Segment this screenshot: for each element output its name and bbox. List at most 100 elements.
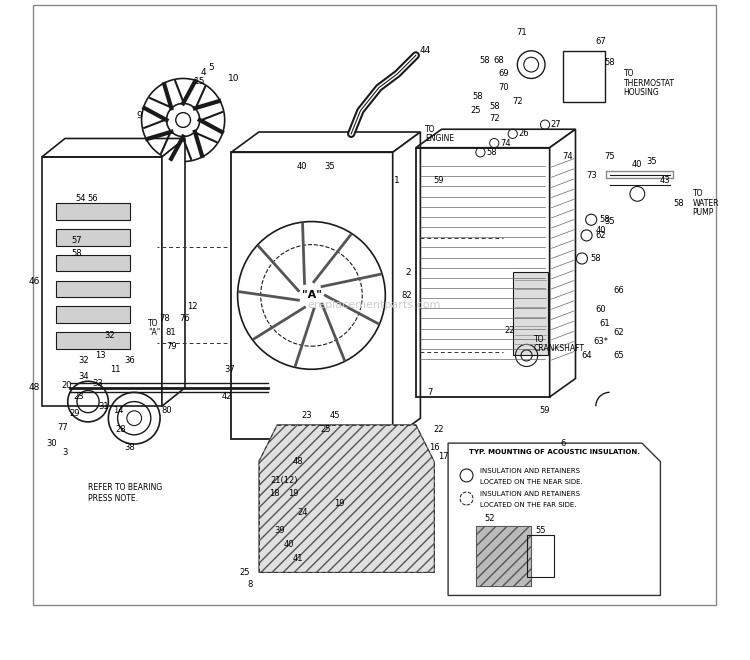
Polygon shape [448, 443, 661, 595]
Text: 1: 1 [394, 176, 400, 185]
Text: 16: 16 [429, 444, 439, 452]
Text: PRESS NOTE.: PRESS NOTE. [88, 494, 138, 503]
Text: 80: 80 [161, 407, 172, 415]
Text: 72: 72 [489, 114, 500, 123]
Text: 70: 70 [498, 83, 508, 92]
Text: 4: 4 [201, 67, 206, 77]
Text: 34: 34 [78, 372, 88, 381]
Text: TO: TO [534, 335, 544, 345]
Text: 58: 58 [472, 92, 483, 102]
Text: 58: 58 [604, 58, 615, 67]
Text: THERMOSTAT: THERMOSTAT [623, 79, 674, 88]
Text: 35: 35 [604, 217, 615, 226]
Text: TO: TO [425, 125, 436, 134]
Text: 5: 5 [208, 63, 214, 72]
Text: 54: 54 [76, 194, 86, 203]
Bar [56, 280, 130, 297]
Text: 28: 28 [115, 425, 126, 434]
Text: 63*: 63* [593, 337, 608, 346]
Text: 14: 14 [113, 407, 124, 415]
Text: 75: 75 [604, 152, 615, 162]
Text: ENGINE: ENGINE [425, 134, 454, 143]
Text: LOCATED ON THE FAR SIDE.: LOCATED ON THE FAR SIDE. [481, 502, 577, 508]
Text: 67: 67 [595, 37, 606, 46]
Text: 25: 25 [320, 425, 331, 434]
Bar [56, 333, 130, 349]
Text: 25: 25 [240, 568, 250, 577]
Text: "A": "A" [148, 328, 160, 337]
Text: 58: 58 [674, 199, 684, 208]
Text: 62: 62 [595, 231, 606, 240]
Text: 25: 25 [470, 106, 481, 116]
Text: CRANKSHAFT: CRANKSHAFT [534, 345, 585, 354]
Text: 35: 35 [646, 157, 656, 166]
Text: TO: TO [693, 189, 703, 199]
Text: 77: 77 [58, 423, 68, 432]
Text: 76: 76 [179, 314, 190, 323]
Text: 59: 59 [540, 407, 550, 415]
Bar [56, 255, 130, 271]
Text: 9: 9 [136, 111, 142, 120]
Text: 58: 58 [72, 249, 82, 258]
Text: 61: 61 [600, 319, 610, 327]
Text: PUMP: PUMP [693, 208, 714, 217]
Bar [42, 157, 162, 406]
Text: HOUSING: HOUSING [623, 88, 659, 97]
Text: 40: 40 [297, 162, 307, 171]
Text: 78: 78 [159, 314, 170, 323]
Text: 8: 8 [247, 580, 252, 589]
Text: 79: 79 [166, 342, 176, 350]
Text: 48: 48 [28, 383, 40, 392]
Text: 66: 66 [614, 286, 624, 295]
Polygon shape [162, 139, 185, 406]
Text: 23: 23 [302, 411, 312, 420]
Text: 31: 31 [98, 402, 109, 411]
Text: 40: 40 [596, 226, 606, 236]
Text: 60: 60 [595, 305, 606, 314]
Text: REFER TO BEARING: REFER TO BEARING [88, 483, 162, 492]
Text: 13: 13 [94, 351, 105, 360]
Text: 19: 19 [334, 499, 344, 508]
Text: 69: 69 [498, 69, 508, 79]
Text: 20: 20 [62, 381, 72, 390]
Text: 64: 64 [581, 351, 592, 360]
Text: 45: 45 [329, 411, 340, 420]
Text: 22: 22 [433, 425, 444, 434]
Text: 44: 44 [419, 46, 430, 55]
Text: 40: 40 [632, 160, 643, 169]
Text: 36: 36 [124, 356, 135, 364]
Text: 22: 22 [505, 326, 515, 335]
Text: 39: 39 [274, 526, 284, 535]
Text: INSULATION AND RETAINERS: INSULATION AND RETAINERS [481, 468, 580, 474]
Text: 10: 10 [228, 74, 240, 83]
Text: 32: 32 [78, 356, 88, 364]
Polygon shape [393, 132, 421, 438]
Text: LOCATED ON THE NEAR SIDE.: LOCATED ON THE NEAR SIDE. [481, 479, 584, 485]
Text: 82: 82 [401, 291, 412, 300]
Text: 17: 17 [438, 453, 448, 461]
Text: 81: 81 [166, 328, 176, 337]
Text: WATER: WATER [693, 199, 719, 208]
Text: 58: 58 [600, 215, 610, 224]
Text: 57: 57 [72, 236, 82, 244]
Text: 58: 58 [489, 102, 500, 111]
Text: 56: 56 [87, 194, 98, 203]
Text: 68: 68 [494, 55, 504, 65]
Text: 58: 58 [480, 55, 490, 65]
Text: 26: 26 [518, 129, 529, 139]
Bar [513, 273, 548, 356]
Text: 42: 42 [221, 393, 232, 401]
Text: 58: 58 [486, 148, 496, 157]
Bar [56, 306, 130, 323]
Text: 38: 38 [124, 444, 135, 452]
Text: 12: 12 [187, 302, 197, 311]
Text: ereplacementparts.com: ereplacementparts.com [308, 300, 441, 310]
Text: 52: 52 [484, 514, 495, 523]
Text: 11: 11 [110, 365, 121, 374]
Text: 27: 27 [550, 120, 562, 129]
Text: 55: 55 [536, 526, 546, 535]
Text: 59: 59 [433, 176, 444, 185]
Text: 74: 74 [562, 152, 574, 162]
Text: 29: 29 [69, 409, 80, 418]
Text: 35: 35 [325, 162, 335, 171]
